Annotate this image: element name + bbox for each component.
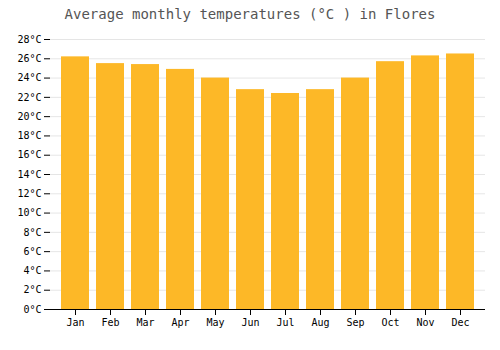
svg-text:Apr: Apr: [171, 317, 189, 328]
svg-text:10°C: 10°C: [17, 207, 41, 218]
svg-text:0°C: 0°C: [23, 304, 41, 315]
svg-text:4°C: 4°C: [23, 265, 41, 276]
svg-text:6°C: 6°C: [23, 246, 41, 257]
svg-text:14°C: 14°C: [17, 169, 41, 180]
svg-text:Mar: Mar: [136, 317, 154, 328]
svg-text:Feb: Feb: [101, 317, 119, 328]
svg-text:12°C: 12°C: [17, 188, 41, 199]
svg-text:Jul: Jul: [276, 317, 294, 328]
svg-text:22°C: 22°C: [17, 92, 41, 103]
svg-text:Dec: Dec: [451, 317, 469, 328]
svg-text:28°C: 28°C: [17, 34, 41, 45]
svg-text:16°C: 16°C: [17, 149, 41, 160]
svg-text:Sep: Sep: [346, 317, 364, 328]
svg-text:18°C: 18°C: [17, 130, 41, 141]
svg-text:20°C: 20°C: [17, 111, 41, 122]
svg-text:Nov: Nov: [416, 317, 434, 328]
svg-text:8°C: 8°C: [23, 227, 41, 238]
html-text:Average monthly temperatures (: Average monthly temperatures (°C ) in Fl…: [64, 6, 436, 22]
svg-text:24°C: 24°C: [17, 72, 41, 83]
svg-text:Aug: Aug: [311, 317, 329, 328]
svg-text:Jun: Jun: [241, 317, 259, 328]
svg-text:2°C: 2°C: [23, 284, 41, 295]
svg-text:Jan: Jan: [66, 317, 84, 328]
svg-text:26°C: 26°C: [17, 53, 41, 64]
svg-text:May: May: [206, 317, 224, 328]
svg-text:Oct: Oct: [381, 317, 399, 328]
